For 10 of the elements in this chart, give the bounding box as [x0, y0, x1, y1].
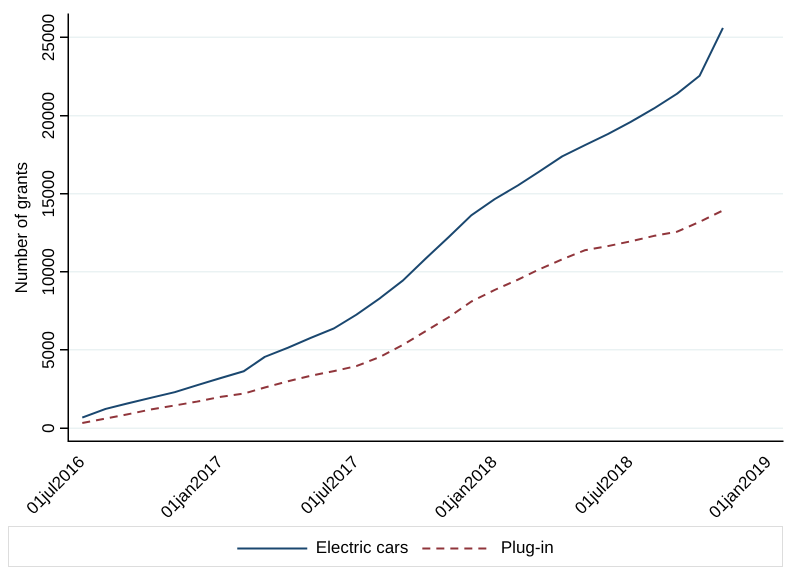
- y-tick-label: 20000: [39, 92, 58, 140]
- y-tick-label: 25000: [39, 14, 58, 62]
- y-tick-label: 15000: [39, 170, 58, 218]
- y-tick-label: 0: [39, 423, 58, 433]
- y-tick-label: 10000: [39, 248, 58, 296]
- y-axis-title: Number of grants: [12, 162, 31, 294]
- legend-label: Electric cars: [316, 538, 408, 558]
- legend-label: Plug-in: [500, 538, 554, 558]
- line-series: [81, 209, 724, 424]
- y-tick-label: 5000: [39, 331, 58, 369]
